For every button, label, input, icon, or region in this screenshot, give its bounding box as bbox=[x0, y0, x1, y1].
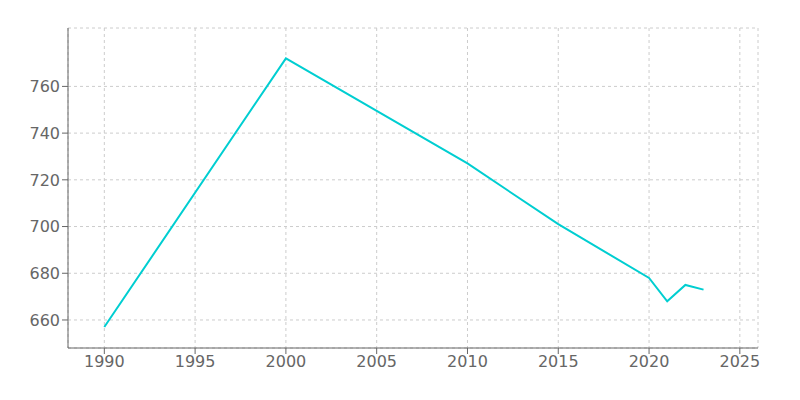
svg-text:760: 760 bbox=[29, 77, 60, 96]
svg-text:680: 680 bbox=[29, 264, 60, 283]
svg-text:2010: 2010 bbox=[447, 352, 488, 371]
svg-text:2015: 2015 bbox=[538, 352, 579, 371]
svg-text:2020: 2020 bbox=[629, 352, 670, 371]
svg-text:700: 700 bbox=[29, 217, 60, 236]
svg-text:740: 740 bbox=[29, 124, 60, 143]
svg-text:720: 720 bbox=[29, 171, 60, 190]
svg-text:2025: 2025 bbox=[719, 352, 760, 371]
svg-text:2000: 2000 bbox=[266, 352, 307, 371]
svg-text:660: 660 bbox=[29, 311, 60, 330]
svg-text:1990: 1990 bbox=[84, 352, 125, 371]
svg-text:1995: 1995 bbox=[175, 352, 216, 371]
svg-text:2005: 2005 bbox=[356, 352, 397, 371]
